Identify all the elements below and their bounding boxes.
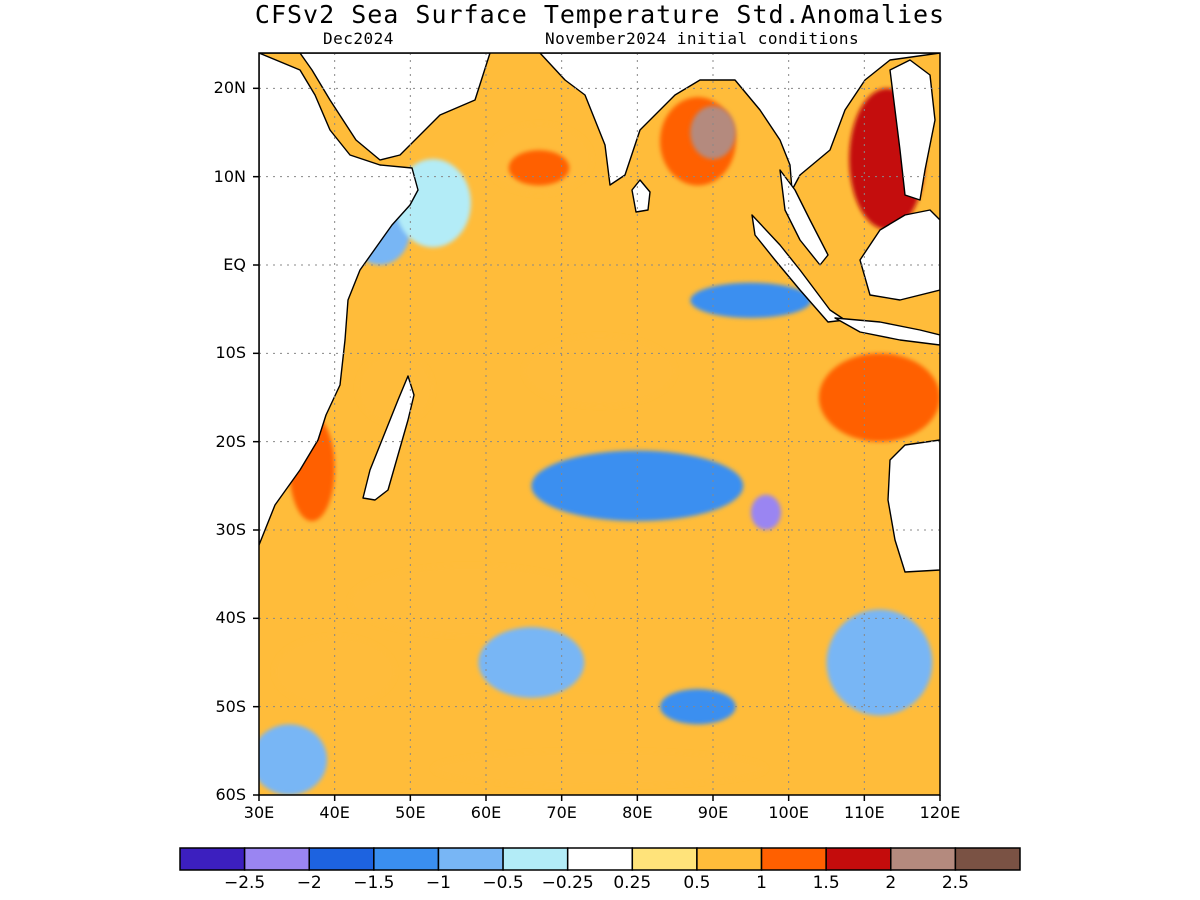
borneo-land [859, 209, 940, 301]
colorbar-tick-label: −2 [296, 873, 322, 893]
lat-tick-label: EQ [223, 255, 246, 274]
land-masses [259, 53, 940, 573]
lon-tick-label: 60E [470, 803, 502, 822]
anomaly-region-south-60-warm [433, 750, 766, 787]
sumatra-land [751, 214, 846, 323]
colorbar-tick-label: 1.5 [812, 873, 840, 893]
anomaly-region-far-south-cool [826, 609, 933, 716]
colorbar-swatch [890, 847, 957, 871]
colorbar-swatch [437, 847, 504, 871]
lon-tick-label: 90E [697, 803, 729, 822]
india-land [539, 53, 940, 191]
lat-tick-label: 10S [215, 343, 246, 363]
plot-frame [258, 52, 941, 796]
lon-tick-label: 40E [319, 803, 350, 822]
lat-tick-label: 20N [213, 78, 246, 98]
forecast-month: Dec2024 [323, 29, 394, 48]
colorbar-swatch [502, 847, 569, 871]
lat-tick-label: 10N [213, 166, 246, 186]
lon-tick-label: 30E [243, 803, 275, 822]
australia-land [887, 439, 940, 573]
colorbar-swatch [631, 847, 698, 871]
madagascar-land [362, 375, 415, 501]
colorbar-swatch [179, 847, 246, 871]
lon-tick-label: 110E [844, 803, 885, 822]
lat-tick-label: 30S [215, 520, 246, 539]
anomaly-region-equatorial-cool [690, 282, 812, 319]
map-title: CFSv2 Sea Surface Temperature Std.Anomal… [254, 0, 946, 29]
colorbar-swatch [308, 847, 375, 871]
axis-ticks [253, 87, 941, 801]
graticule [259, 53, 940, 795]
colorbar-tick-label: 1 [756, 873, 767, 893]
colorbar-tick-label: 0.5 [683, 873, 711, 893]
colorbar-tick-label: 2 [885, 873, 897, 893]
lon-tick-label: 80E [622, 803, 653, 822]
anomaly-region-bay-of-bengal-core [690, 106, 736, 159]
colorbar-tick-label: 2.5 [941, 873, 969, 893]
lon-tick-label: 100E [768, 803, 809, 822]
anomaly-region-southern-cool [478, 627, 585, 698]
lat-tick-label: 50S [215, 696, 246, 716]
lon-tick-label: 120E [919, 803, 961, 822]
colorbar-tick-label: −1 [425, 873, 451, 893]
lon-tick-label: 50E [395, 803, 426, 822]
malay-peninsula-land [779, 169, 829, 266]
lon-tick-label: 70E [546, 803, 577, 822]
colorbar-tick-label: 0.25 [613, 873, 652, 893]
anomaly-region-central-warm [523, 335, 676, 407]
colorbar-tick-label: −2.5 [223, 873, 266, 893]
anomaly-region-near-50s-cool [660, 689, 736, 725]
africa-arabia-land [259, 53, 491, 546]
anomaly-region-south-warm-band [349, 565, 592, 637]
sri-lanka-land [631, 179, 651, 213]
colorbar-swatch [760, 847, 827, 871]
lat-tick-label: 60S [215, 785, 246, 804]
colorbar-swatch [373, 847, 440, 871]
colorbar [179, 847, 1021, 871]
anomaly-region-southwest-cool [259, 724, 328, 795]
colorbar-tick-label: −0.25 [541, 873, 594, 893]
lat-tick-label: 40S [215, 608, 246, 628]
anomaly-region-indonesia-warm [818, 353, 940, 442]
colorbar-swatch [825, 847, 892, 871]
indochina-land [889, 59, 936, 201]
colorbar-tick-label: −0.5 [482, 873, 524, 893]
anomaly-region-subtropical-cool-core [750, 494, 782, 530]
initial-conditions: November2024 initial conditions [545, 29, 860, 48]
anomaly-region-west-10s-warm [357, 353, 434, 424]
anomaly-region-south-warm-band-2 [274, 636, 396, 707]
anomaly-region-subtropical-cool [531, 450, 744, 522]
java-land [834, 317, 940, 346]
colorbar-swatch [696, 847, 763, 871]
colorbar-swatch [566, 847, 634, 871]
lat-tick-label: 20S [215, 431, 246, 451]
anomaly-region-arabian-sea-core [508, 150, 570, 186]
colorbar-swatch [954, 847, 1021, 871]
colorbar-tick-label: −1.5 [353, 873, 395, 893]
colorbar-swatch [243, 847, 310, 871]
